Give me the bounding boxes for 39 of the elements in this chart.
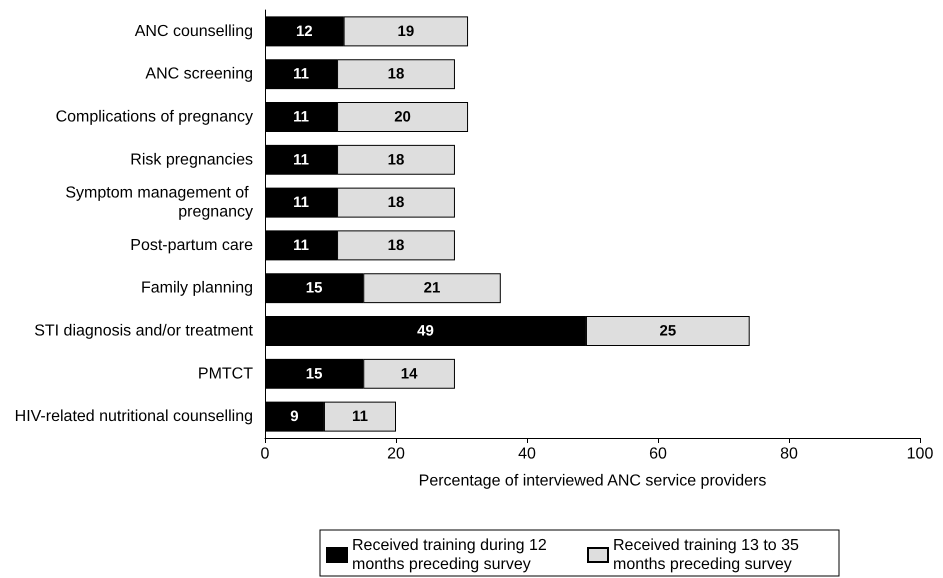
data-label: 11 — [293, 108, 309, 126]
data-label: 18 — [388, 151, 404, 168]
data-label: 20 — [394, 108, 411, 126]
x-tick-label: 100 — [906, 446, 934, 462]
y-tick-label: ANC counselling — [134, 22, 253, 40]
data-label: 15 — [306, 280, 322, 297]
y-tick-label: Risk pregnancies — [130, 151, 253, 168]
data-label: 15 — [306, 365, 322, 382]
data-label: 14 — [400, 365, 418, 382]
data-label: 25 — [659, 322, 676, 340]
x-tick-label: 20 — [387, 446, 405, 462]
x-tick-label: 40 — [518, 446, 536, 462]
data-label: 12 — [296, 22, 313, 40]
data-label: 18 — [388, 66, 404, 83]
data-label: 11 — [293, 236, 309, 254]
y-tick-label: Symptom management of pregnancy — [65, 184, 253, 221]
y-tick-label: ANC screening — [145, 66, 253, 83]
data-label: 19 — [397, 22, 414, 40]
x-tick-label: 60 — [649, 446, 667, 462]
y-tick-label: STI diagnosis and/or treatment — [34, 322, 254, 340]
data-label: 11 — [352, 408, 368, 426]
x-tick-label: 0 — [260, 446, 270, 462]
y-tick-label: PMTCT — [198, 365, 254, 382]
data-label: 18 — [388, 236, 404, 254]
data-label: 49 — [417, 322, 434, 340]
legend-label: Received training during 12 months preceding survey — [352, 537, 552, 573]
data-label: 11 — [293, 194, 309, 212]
data-label: 9 — [290, 408, 299, 426]
data-label: 11 — [293, 66, 309, 83]
data-label: 21 — [424, 280, 440, 297]
y-tick-label: Post-partum care — [130, 236, 254, 254]
y-tick-label: HIV-related nutritional counselling — [14, 408, 253, 426]
y-tick-label: Family planning — [140, 280, 253, 297]
data-label: 11 — [293, 151, 309, 168]
y-tick-label: Complications of pregnancy — [56, 108, 253, 126]
legend-label: Received training 13 to 35 months preceding survey — [613, 537, 804, 573]
x-tick-label: 80 — [780, 446, 798, 462]
x-axis-title: Percentage of interviewed ANC service providers — [418, 472, 766, 490]
data-label: 18 — [388, 194, 404, 212]
